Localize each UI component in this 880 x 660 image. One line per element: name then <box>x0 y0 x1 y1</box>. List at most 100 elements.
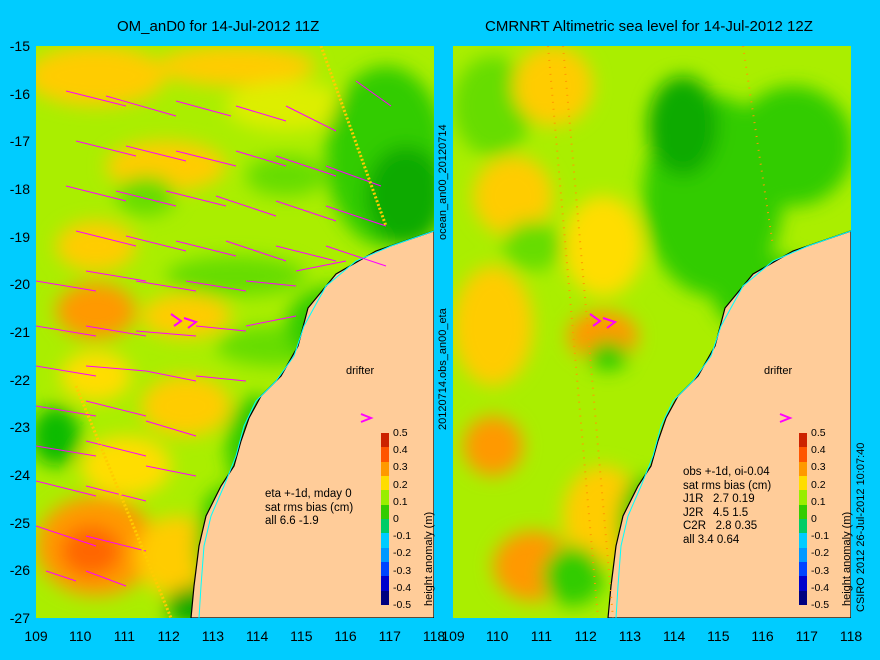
x-tick-label: 116 <box>751 628 774 644</box>
stats-line: J1R 2.7 0.19 <box>683 493 755 505</box>
colorbar-label: 0.2 <box>393 478 408 491</box>
y-tick-label: -17 <box>9 133 30 150</box>
colorbar-label: 0.1 <box>393 495 408 508</box>
right-map-panel <box>453 46 851 618</box>
credit-label: CSIRO 2012 26-Jul-2012 10:07:40 <box>855 442 867 612</box>
colorbar-label: 0 <box>811 513 817 525</box>
colorbar-label: -0.3 <box>811 564 830 577</box>
stats-line: sat rms bias (cm) <box>683 479 772 492</box>
x-tick-label: 112 <box>157 628 180 644</box>
x-tick-label: 109 <box>24 628 48 644</box>
drifter-marker-right <box>589 313 618 329</box>
y-tick-label: -23 <box>9 419 30 436</box>
colorbar-left-title: height anomaly (m) <box>423 511 435 606</box>
altimeter-tracks <box>547 46 774 618</box>
colorbar-swatch <box>799 533 807 549</box>
left-stats-box: eta +-1d, mday 0 sat rms bias (cm) all 6.6… <box>265 488 353 529</box>
coastline-land-right <box>607 230 851 618</box>
colorbar-swatch <box>799 519 807 534</box>
drifter-label-left: drifter <box>346 365 375 377</box>
colorbar-swatch <box>381 447 389 463</box>
colorbar-label: -0.5 <box>393 599 412 611</box>
colorbar-swatch <box>381 519 389 534</box>
left-map-panel <box>36 46 434 618</box>
colorbar-swatch <box>799 504 807 520</box>
right-map-svg <box>453 46 851 618</box>
colorbar-swatch <box>381 590 389 606</box>
y-tick-label: -22 <box>9 371 30 388</box>
x-tick-label: 111 <box>113 628 136 644</box>
colorbar-swatch <box>799 447 807 463</box>
stats-line: all 6.6 -1.9 <box>265 515 319 527</box>
left-map-svg <box>36 46 434 618</box>
colorbar-label: 0.4 <box>811 444 826 457</box>
drifter-marker-left <box>170 313 199 329</box>
stats-line: J2R 4.5 1.5 <box>683 506 749 519</box>
current-arrows <box>36 80 392 587</box>
y-tick-label: -21 <box>9 324 30 340</box>
colorbar-swatch <box>799 590 807 606</box>
x-tick-label: 115 <box>707 628 730 644</box>
colorbar-swatch <box>381 504 389 520</box>
y-tick-label: -20 <box>9 276 30 293</box>
colorbar-label: -0.4 <box>811 581 830 594</box>
x-tick-label: 114 <box>245 628 269 644</box>
colorbar-label: 0.2 <box>811 478 826 491</box>
colorbar-swatch <box>381 533 389 549</box>
x-tick-label: 110 <box>69 628 92 644</box>
colorbar-left <box>381 433 389 606</box>
colorbar-swatch <box>799 433 807 448</box>
colorbar-swatch <box>381 562 389 577</box>
colorbar-swatch <box>381 433 389 448</box>
stats-line: obs +-1d, oi-0.04 <box>683 466 770 478</box>
y-tick-label: -27 <box>9 610 30 626</box>
colorbar-swatch <box>799 547 807 563</box>
colorbar-swatch <box>381 461 389 477</box>
colorbar-swatch <box>381 576 389 592</box>
shelf-contour <box>198 230 434 618</box>
x-tick-label: 111 <box>530 628 553 644</box>
x-tick-label: 110 <box>486 628 509 644</box>
colorbar-label: 0.5 <box>811 427 826 439</box>
x-tick-label: 115 <box>290 628 313 644</box>
x-tick-label: 114 <box>662 628 686 644</box>
y-tick-label: -26 <box>9 562 30 579</box>
colorbar-swatch <box>799 576 807 592</box>
y-tick-label: -15 <box>9 38 30 54</box>
colorbar-label: 0.4 <box>393 444 408 457</box>
x-tick-label: 113 <box>201 628 225 644</box>
colorbar-label: 0.1 <box>811 495 826 508</box>
x-tick-label: 116 <box>334 628 357 644</box>
product-label: ocean_an00_20120714 <box>437 124 449 240</box>
drifter-label-right: drifter <box>764 365 793 377</box>
y-tick-label: -19 <box>9 228 30 245</box>
stats-line: all 3.4 0.64 <box>683 533 740 546</box>
y-tick-label: -18 <box>9 181 30 197</box>
right-panel-title: CMRNRT Altimetric sea level for 14-Jul-2… <box>485 18 813 35</box>
shelf-contour-right <box>615 230 851 618</box>
y-tick-label: -16 <box>9 85 30 102</box>
colorbar-label: 0.3 <box>811 461 826 474</box>
x-tick-label: 117 <box>378 628 401 644</box>
drifter-legend-arrow-right <box>779 413 793 423</box>
stats-line: C2R 2.8 0.35 <box>683 520 758 532</box>
coastline-land <box>190 230 434 618</box>
colorbar-swatch <box>381 547 389 563</box>
right-stats-box: obs +-1d, oi-0.04 sat rms bias (cm) J1R 2.… <box>683 466 771 547</box>
colorbar-label: 0.3 <box>393 461 408 474</box>
x-tick-label: 113 <box>618 628 642 644</box>
colorbar-label: -0.4 <box>393 581 412 594</box>
colorbar-swatch <box>381 490 389 506</box>
colorbar-swatch <box>799 476 807 491</box>
left-panel-title: OM_anD0 for 14-Jul-2012 11Z <box>117 18 320 35</box>
colorbar-label: -0.1 <box>393 530 412 543</box>
y-tick-label: -25 <box>9 514 30 531</box>
colorbar-label: 0.5 <box>393 427 408 439</box>
colorbar-label: -0.1 <box>811 530 830 543</box>
colorbar-swatch <box>799 490 807 506</box>
x-tick-label: 117 <box>795 628 818 644</box>
y-tick-label: -24 <box>9 467 30 483</box>
x-tick-label: 118 <box>839 628 863 644</box>
x-tick-label: 112 <box>574 628 597 644</box>
colorbar-left-labels: 0.5 0.4 0.3 0.2 0.1 0 -0.1 -0.2 -0.3 -0.4 -0.5 <box>393 427 425 611</box>
